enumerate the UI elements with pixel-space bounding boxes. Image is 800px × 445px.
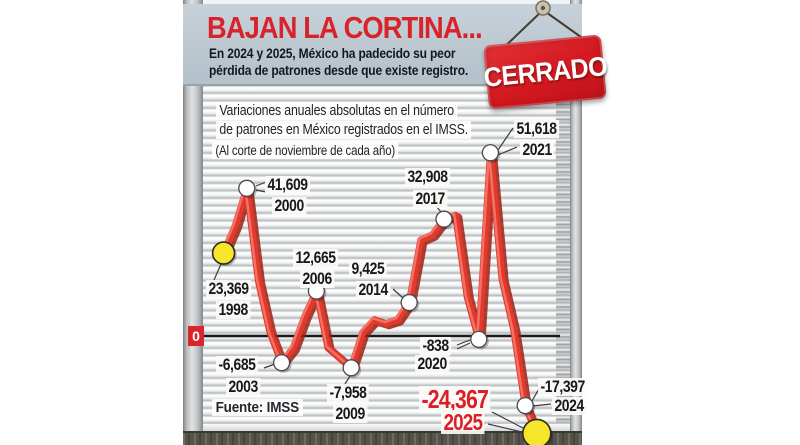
zero-axis-label: 0 — [188, 326, 204, 346]
data-marker-2017 — [435, 210, 453, 228]
cerrado-sign: CERRADO — [481, 34, 608, 110]
data-marker-2014 — [400, 293, 418, 312]
data-marker-2025 — [522, 418, 552, 445]
chart-description-line2: de patrones en México registrados en el … — [216, 121, 472, 139]
chart-line — [220, 149, 541, 437]
leader-line-2014 — [392, 288, 404, 299]
subtitle-line2: pérdida de patrones desde que existe reg… — [209, 62, 469, 78]
sign-hook-center — [540, 5, 546, 11]
leader-line-2020 — [456, 342, 471, 350]
chart-line-highlight — [220, 150, 537, 434]
leader-line-2000 — [255, 181, 267, 187]
leader-line-2024 — [531, 386, 541, 402]
subtitle-line1: En 2024 y 2025, México ha padecido su pe… — [209, 45, 456, 61]
data-marker-2000 — [238, 179, 256, 197]
shutter-bottom-bar — [203, 424, 570, 433]
data-marker-2024 — [516, 396, 534, 415]
leader-line-2017 — [435, 205, 442, 213]
shutter-right-edge — [556, 80, 570, 424]
chart-note: (Al corte de noviembre de cada año) — [212, 142, 399, 159]
leader-line-2009 — [344, 375, 351, 385]
data-marker-2021 — [481, 144, 500, 162]
leader-line-1998 — [213, 263, 222, 281]
leader-line-2003 — [263, 363, 276, 369]
data-marker-1998 — [211, 241, 236, 265]
leader-line-2000 — [255, 189, 267, 193]
shutter-rail-right — [570, 0, 582, 433]
data-marker-2020 — [470, 330, 488, 349]
leader-line-2020 — [456, 339, 471, 346]
leader-line-2025 — [491, 411, 524, 429]
cerrado-sign-label: CERRADO — [481, 50, 608, 93]
leader-line-2006 — [314, 271, 321, 284]
leader-line-2024 — [532, 403, 552, 407]
data-marker-2009 — [342, 359, 360, 377]
leader-line-2021 — [497, 146, 518, 156]
leader-line-2021 — [497, 127, 514, 151]
ground — [183, 431, 582, 445]
data-marker-2006 — [307, 282, 326, 300]
data-marker-2003 — [272, 354, 291, 372]
chart-source: Fuente: IMSS — [212, 399, 303, 416]
chart-description-line1: Variaciones anuales absolutas en el núme… — [216, 102, 458, 120]
shutter-rail-left — [183, 0, 203, 433]
leader-line-2025 — [487, 423, 523, 433]
page-title: BAJAN LA CORTINA... — [207, 10, 483, 45]
